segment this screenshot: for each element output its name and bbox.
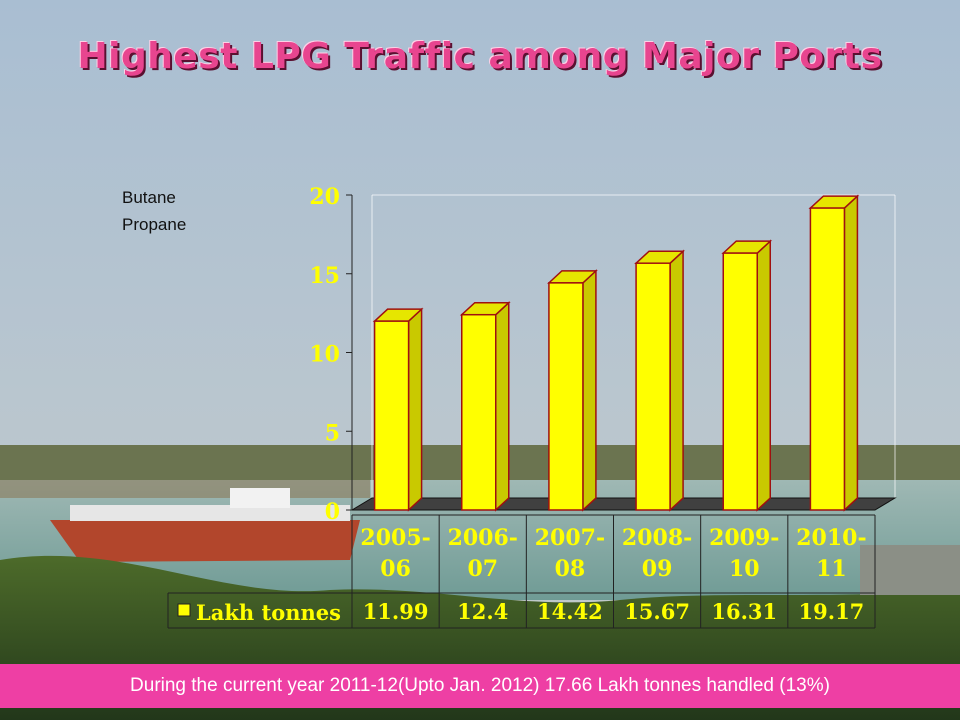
bar-2008-09: [635, 262, 671, 511]
butane-label: Butane: [122, 188, 176, 207]
bar-2010-11: [809, 207, 846, 511]
bar-2009-10: [722, 252, 758, 511]
bar-side: [756, 239, 771, 512]
back-wall-left-edge: [351, 195, 373, 511]
bar-side: [669, 249, 684, 512]
y-tick-label: 5: [325, 420, 340, 446]
data-value-label: 14.42: [537, 599, 603, 624]
legend-series-name: Lakh tonnes: [196, 600, 341, 625]
bar-side: [495, 300, 510, 512]
x-category-label: 10: [729, 556, 760, 582]
x-category-label: 08: [555, 556, 586, 582]
y-tick-label: 10: [309, 342, 340, 368]
x-category-label: 2006-: [448, 525, 518, 551]
bar-2005-06: [373, 320, 410, 511]
x-category-label: 07: [467, 556, 498, 582]
x-category-label: 2008-: [622, 525, 692, 551]
x-category-label: 11: [816, 556, 847, 582]
x-category-label: 2009-: [709, 525, 779, 551]
x-category-label: 06: [380, 556, 411, 582]
x-category-label: 2007-: [535, 525, 605, 551]
bar-side: [843, 194, 859, 512]
y-tick-label: 15: [309, 263, 340, 289]
bar-2007-08: [548, 282, 584, 511]
y-tick-label: 20: [309, 184, 340, 210]
slide-title: Highest LPG Traffic among Major Ports: [77, 36, 883, 77]
footer-text: During the current year 2011-12(Upto Jan…: [130, 675, 830, 696]
x-category-label: 2010-: [796, 525, 866, 551]
data-value-label: 12.4: [457, 599, 508, 624]
y-tick-label: 0: [325, 499, 340, 525]
bar-side: [582, 269, 597, 512]
data-value-label: 16.31: [711, 599, 777, 624]
bar-2006-07: [461, 313, 497, 511]
propane-label: Propane: [122, 215, 187, 234]
data-value-label: 19.17: [799, 599, 865, 624]
data-value-label: 15.67: [624, 599, 690, 624]
footer-banner: During the current year 2011-12(Upto Jan…: [0, 664, 960, 708]
bar-side: [407, 307, 423, 512]
x-category-label: 09: [642, 556, 673, 582]
legend-swatch: [177, 603, 191, 617]
data-value-label: 11.99: [363, 599, 429, 624]
x-category-label: 2005-: [360, 525, 430, 551]
